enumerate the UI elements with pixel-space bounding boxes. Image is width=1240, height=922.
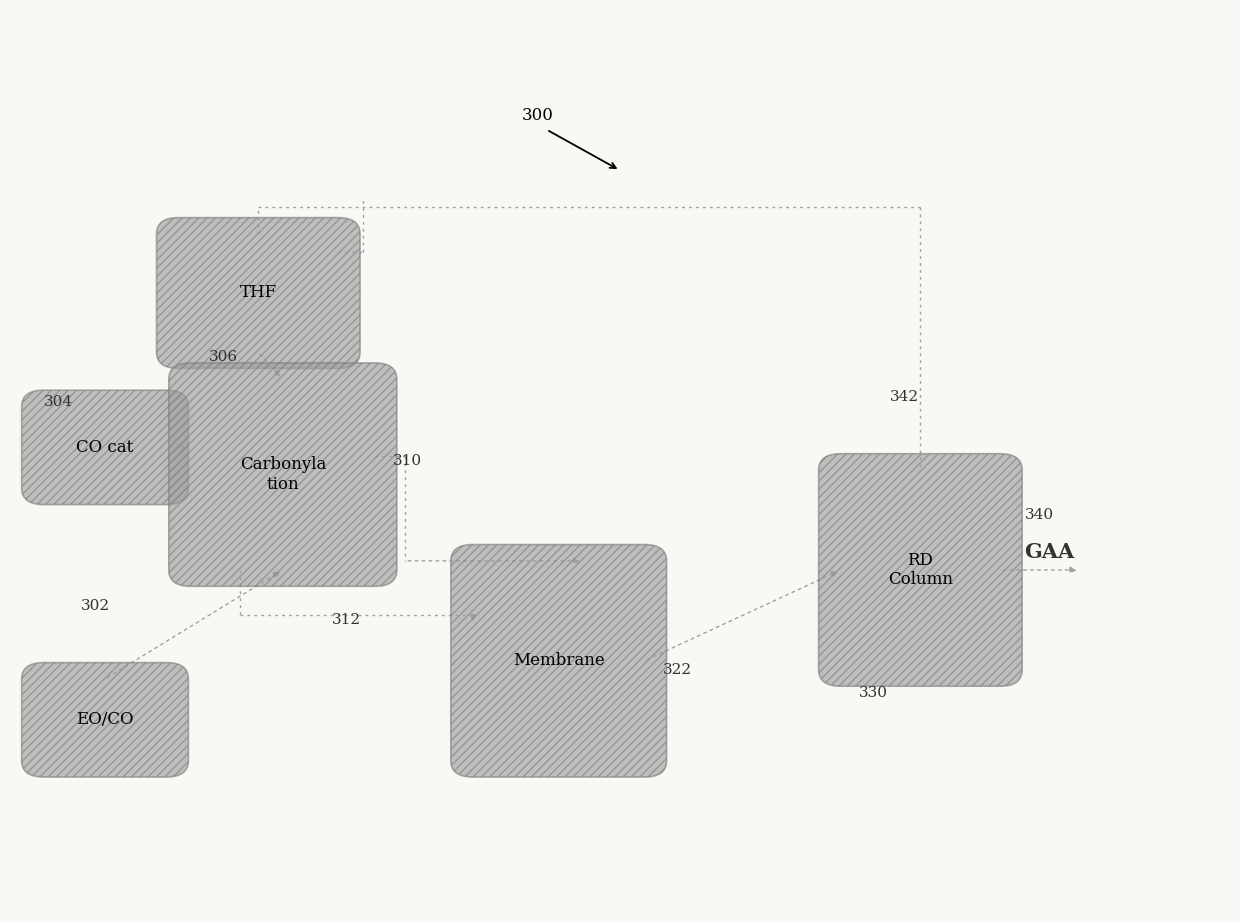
Text: 306: 306 (210, 349, 238, 363)
Text: 304: 304 (43, 395, 73, 409)
FancyBboxPatch shape (818, 454, 1022, 686)
Text: GAA: GAA (1024, 542, 1075, 561)
FancyBboxPatch shape (21, 390, 188, 504)
Text: 300: 300 (522, 108, 554, 124)
Text: 330: 330 (859, 686, 888, 700)
FancyBboxPatch shape (21, 663, 188, 777)
FancyBboxPatch shape (451, 545, 667, 777)
Text: Carbonyla
tion: Carbonyla tion (239, 456, 326, 493)
Text: 342: 342 (890, 390, 919, 405)
Text: 302: 302 (81, 599, 109, 613)
Text: 322: 322 (663, 663, 692, 677)
Text: Membrane: Membrane (513, 652, 605, 669)
Text: 310: 310 (393, 454, 423, 468)
Text: RD
Column: RD Column (888, 551, 952, 588)
Text: EO/CO: EO/CO (77, 711, 134, 728)
Text: 312: 312 (332, 613, 361, 627)
Text: THF: THF (239, 285, 277, 301)
Text: 340: 340 (1024, 509, 1054, 523)
FancyBboxPatch shape (156, 218, 360, 369)
FancyBboxPatch shape (169, 363, 397, 586)
Text: CO cat: CO cat (77, 439, 134, 455)
